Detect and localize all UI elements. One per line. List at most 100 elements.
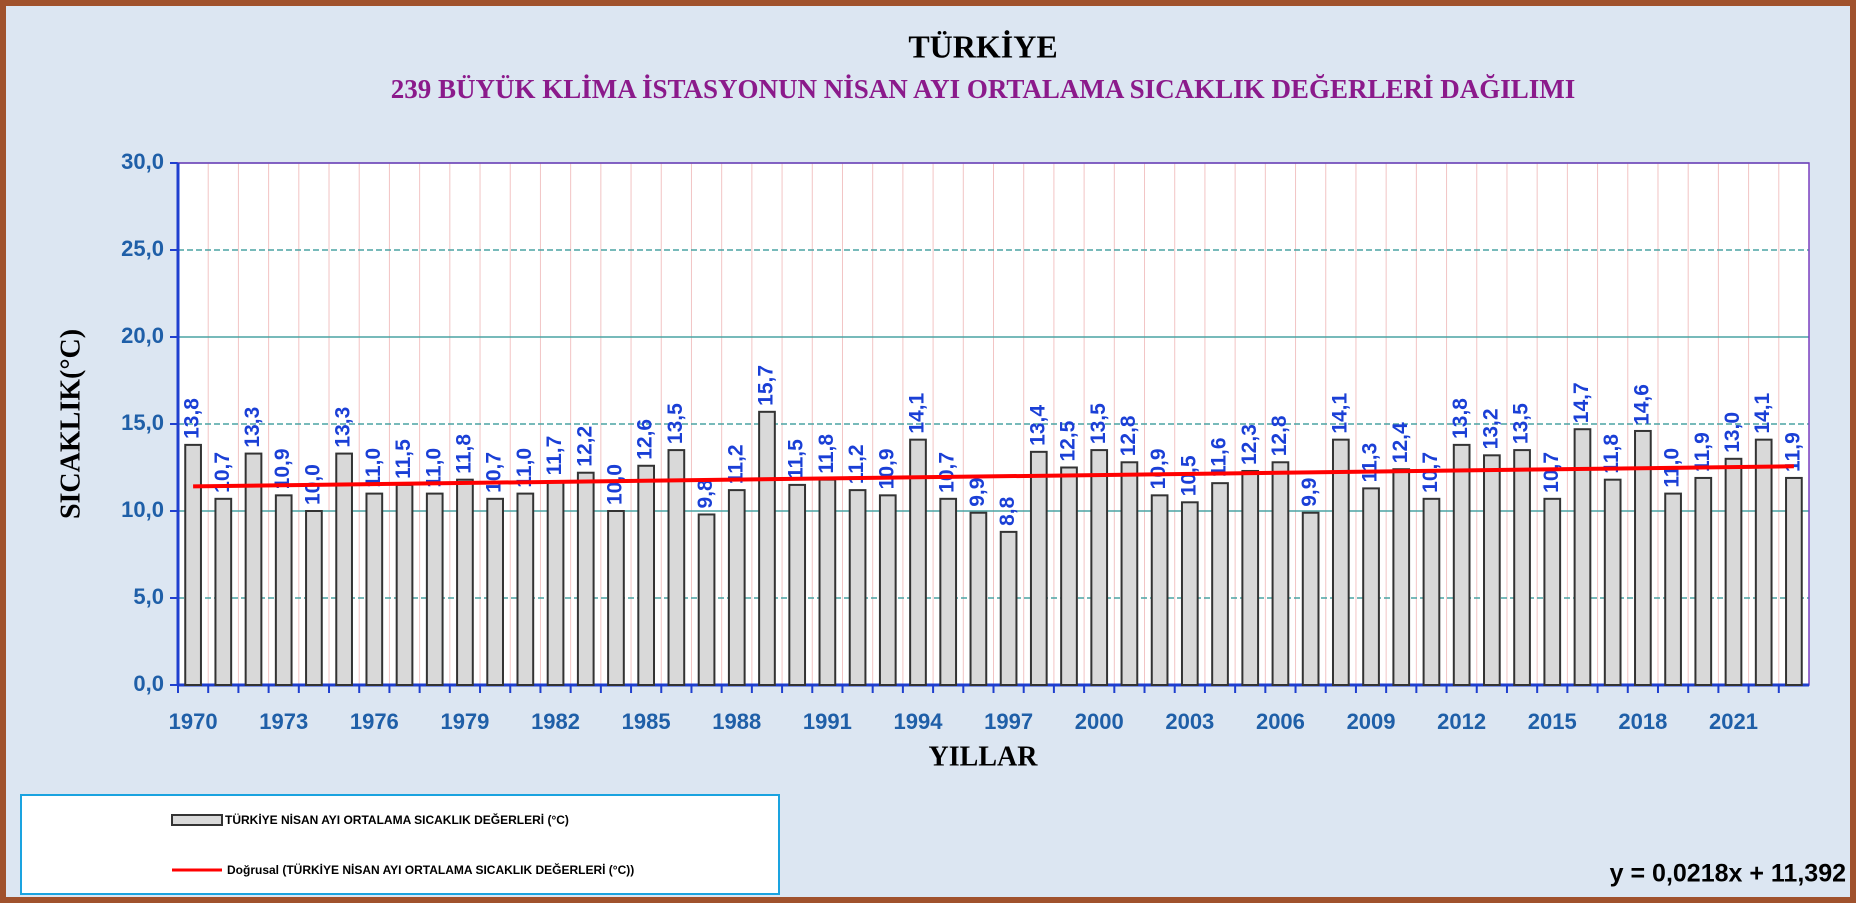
x-tick-label: 2000 bbox=[1075, 709, 1124, 734]
bar bbox=[1331, 438, 1350, 686]
data-label: 14,7 bbox=[1570, 382, 1593, 423]
data-label: 9,9 bbox=[966, 478, 989, 507]
data-label: 12,6 bbox=[634, 419, 657, 460]
data-label: 13,5 bbox=[1510, 403, 1533, 444]
bar bbox=[1241, 469, 1260, 687]
legend-label: TÜRKİYE NİSAN AYI ORTALAMA SICAKLIK DEĞE… bbox=[225, 812, 569, 827]
data-label: 10,7 bbox=[1540, 452, 1563, 493]
bar bbox=[214, 497, 233, 686]
data-label: 13,8 bbox=[1449, 398, 1472, 439]
data-label: 8,8 bbox=[996, 496, 1019, 526]
data-label: 10,7 bbox=[936, 452, 959, 493]
bar bbox=[1422, 497, 1441, 686]
y-tick-label: 0,0 bbox=[133, 671, 164, 696]
data-label: 10,9 bbox=[271, 448, 294, 489]
bar bbox=[697, 513, 716, 686]
data-label: 14,1 bbox=[906, 392, 929, 433]
data-label: 10,9 bbox=[1147, 448, 1170, 489]
bar bbox=[576, 471, 595, 686]
data-label: 10,9 bbox=[875, 448, 898, 489]
bar bbox=[305, 510, 323, 686]
bar bbox=[1573, 428, 1592, 686]
data-label: 13,8 bbox=[181, 398, 204, 439]
bar bbox=[667, 449, 686, 686]
bar bbox=[788, 483, 807, 686]
bar bbox=[546, 480, 565, 687]
data-label: 11,2 bbox=[845, 444, 868, 484]
bar bbox=[848, 489, 867, 686]
data-label: 14,6 bbox=[1630, 384, 1653, 425]
data-label: 9,8 bbox=[694, 479, 717, 509]
x-tick-label: 2015 bbox=[1528, 709, 1577, 734]
x-tick-label: 2006 bbox=[1256, 709, 1305, 734]
data-label: 11,5 bbox=[785, 439, 808, 479]
y-tick-label: 5,0 bbox=[133, 584, 164, 609]
data-label: 11,6 bbox=[1208, 437, 1231, 477]
bar bbox=[1029, 450, 1048, 686]
bar bbox=[727, 489, 746, 686]
bar bbox=[1785, 476, 1803, 686]
data-label: 11,9 bbox=[1781, 432, 1804, 472]
bar bbox=[939, 497, 958, 686]
data-label: 11,0 bbox=[362, 448, 385, 488]
x-tick-label: 1982 bbox=[531, 709, 580, 734]
bar bbox=[1090, 449, 1109, 686]
bar bbox=[365, 492, 384, 686]
bar bbox=[1634, 429, 1652, 686]
bar bbox=[1483, 454, 1501, 686]
bar bbox=[335, 452, 353, 686]
bar bbox=[274, 494, 293, 686]
chart-subtitle: 239 BÜYÜK KLİMA İSTASYONUN NİSAN AYI ORT… bbox=[391, 74, 1576, 104]
data-label: 15,7 bbox=[755, 365, 778, 406]
bar bbox=[1664, 492, 1682, 686]
bar bbox=[1120, 461, 1139, 686]
bar bbox=[637, 464, 656, 687]
trend-line bbox=[193, 464, 1794, 489]
x-tick-label: 1985 bbox=[622, 709, 671, 734]
bar bbox=[818, 478, 837, 686]
bar bbox=[1754, 438, 1773, 686]
x-tick-label: 2003 bbox=[1165, 709, 1214, 734]
data-label: 13,2 bbox=[1479, 408, 1502, 449]
data-label: 12,4 bbox=[1389, 422, 1412, 463]
y-axis-label: SICAKLIK(°C) bbox=[55, 329, 86, 519]
bar bbox=[184, 443, 202, 686]
data-label: 13,3 bbox=[332, 407, 355, 448]
x-tick-label: 1979 bbox=[440, 709, 489, 734]
data-label: 13,4 bbox=[1026, 405, 1049, 446]
bar bbox=[1301, 511, 1320, 686]
x-tick-label: 1973 bbox=[259, 709, 308, 734]
data-label: 9,9 bbox=[1298, 478, 1321, 507]
bar bbox=[1211, 482, 1229, 686]
x-tick-label: 2009 bbox=[1347, 709, 1396, 734]
bar bbox=[456, 478, 474, 686]
y-tick-label: 15,0 bbox=[121, 410, 164, 435]
bar bbox=[1150, 494, 1169, 686]
bar bbox=[969, 511, 988, 686]
bar bbox=[486, 497, 504, 686]
bar bbox=[1271, 461, 1290, 686]
bar bbox=[395, 483, 414, 686]
x-tick-label: 1997 bbox=[984, 709, 1033, 734]
legend-swatch bbox=[171, 814, 223, 826]
bar bbox=[425, 492, 444, 686]
bar bbox=[1513, 449, 1531, 686]
y-tick-label: 30,0 bbox=[121, 149, 164, 174]
data-label: 10,0 bbox=[604, 464, 627, 505]
data-label: 14,1 bbox=[1751, 392, 1774, 433]
data-label: 13,3 bbox=[241, 407, 264, 448]
data-label: 12,3 bbox=[1238, 424, 1261, 465]
data-label: 14,1 bbox=[1328, 392, 1351, 433]
data-label: 11,0 bbox=[513, 448, 536, 488]
bar bbox=[758, 410, 776, 686]
bar bbox=[1180, 501, 1199, 686]
bar bbox=[1724, 457, 1743, 686]
data-label: 11,2 bbox=[724, 444, 747, 484]
data-label: 13,5 bbox=[1087, 403, 1110, 444]
data-label: 13,5 bbox=[664, 403, 687, 444]
bar bbox=[1543, 497, 1562, 686]
x-tick-label: 2021 bbox=[1709, 709, 1758, 734]
x-tick-label: 1988 bbox=[712, 709, 761, 734]
